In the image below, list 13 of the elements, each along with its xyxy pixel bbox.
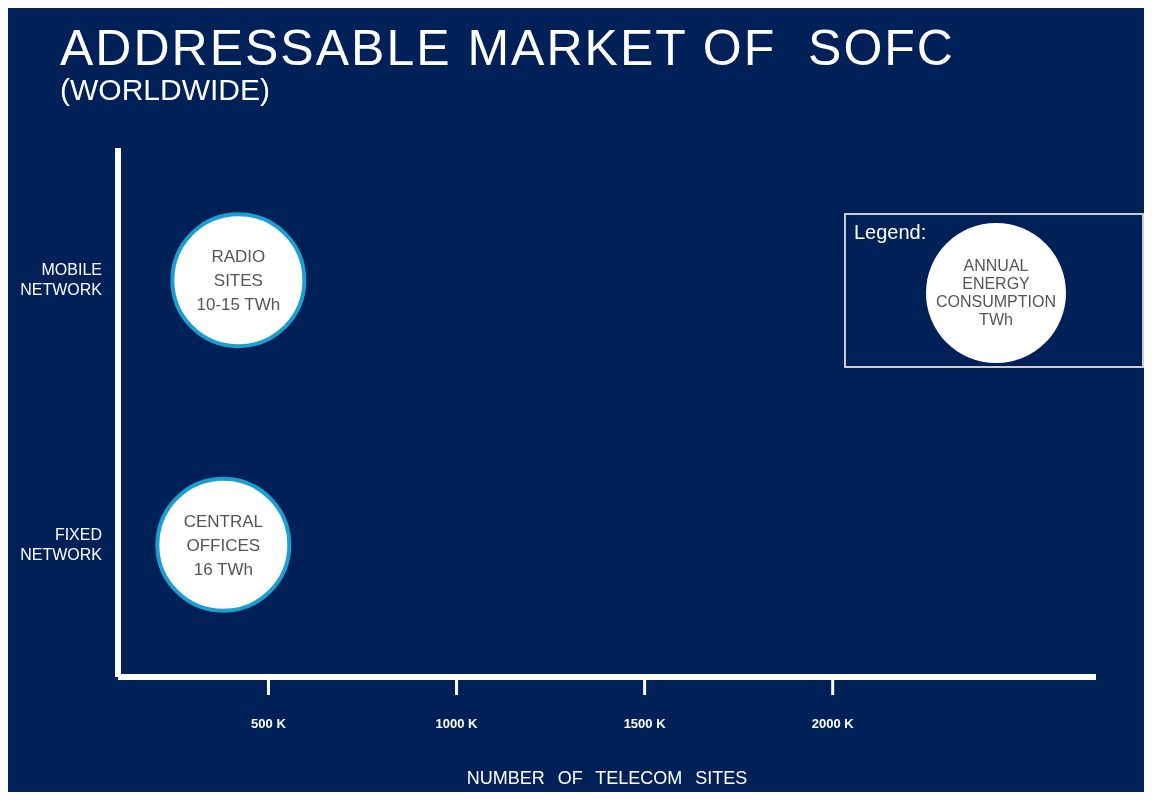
x-tick-label: 2000 K bbox=[811, 716, 855, 732]
y-tick-label: FIXED NETWORK bbox=[20, 525, 103, 563]
legend-title: Legend: bbox=[854, 221, 928, 244]
x-axis-title: NUMBER OF TELECOM SITES bbox=[466, 768, 748, 788]
text: ANNUAL ENERGY CONSUMPTION TWh bbox=[936, 257, 1056, 329]
x-tick-label: 1500 K bbox=[623, 716, 667, 732]
data-label: RADIO SITES 10-15 TWh bbox=[196, 247, 281, 315]
chart-subtitle: (WORLDWIDE) bbox=[60, 73, 271, 106]
x-tick-label: 500 K bbox=[251, 716, 287, 732]
chart-title: ADDRESSABLE MARKET OF SOFC bbox=[60, 20, 955, 76]
x-tick-label: 1000 K bbox=[435, 716, 479, 732]
y-tick-label: MOBILE NETWORK bbox=[20, 261, 103, 299]
data-label: CENTRAL OFFICES 16 TWh bbox=[183, 511, 263, 579]
